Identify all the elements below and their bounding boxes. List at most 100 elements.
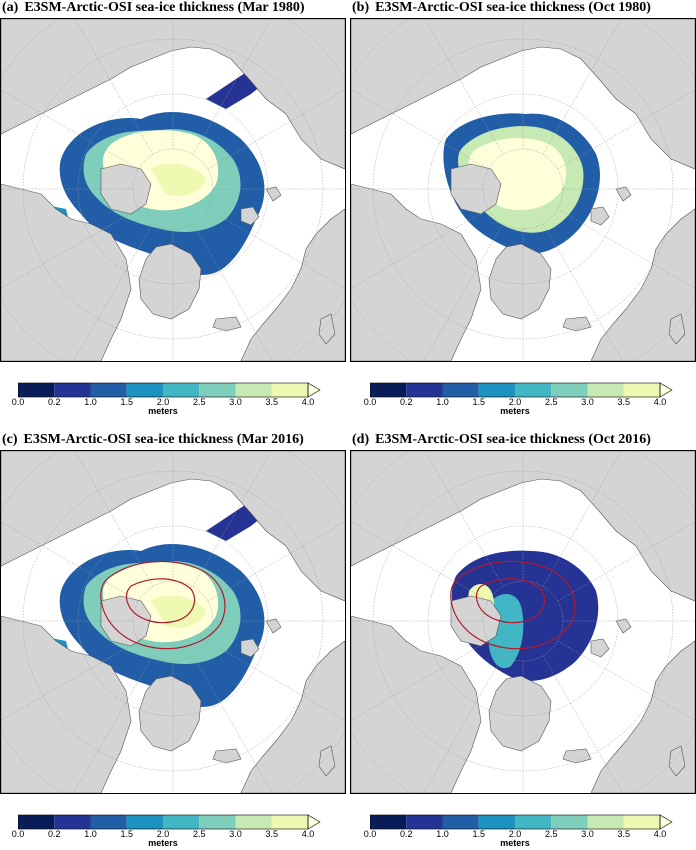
panel-c-label: (c) [2,432,18,447]
colorbar-bottom-left: 0.0 0.2 1.0 1.5 2.0 2.5 3.0 3.5 4.0 meters [12,814,328,850]
landmass-5 [240,638,260,658]
meridian-210 [351,521,489,602]
panel-d-title-text: E3SM-Arctic-OSI sea-ice thickness (Oct 2… [375,432,651,447]
landmass-0 [1,451,345,602]
meridian-150 [1,640,139,721]
colorbar-tick-label: 0.0 [363,829,377,839]
landmass-5 [590,638,610,658]
latitude-circle-2 [372,38,674,340]
colorbar-segment-0 [370,383,407,397]
meridian-150 [1,208,139,289]
landmasses [351,19,695,361]
colorbar-segment-6 [235,815,272,829]
colorbar-unit-label: meters [500,406,530,416]
colorbar-tick-label: 0.0 [11,829,25,839]
landmass-3 [1,615,132,793]
colorbar-segment-3 [478,815,515,829]
landmass-3 [1,183,132,361]
colorbar-segment-1 [54,815,91,829]
colorbar-bottom-right: 0.0 0.2 1.0 1.5 2.0 2.5 3.0 3.5 4.0 meters [364,814,680,850]
colorbar-segment-1 [54,383,91,397]
colorbar-tick-label: 2.0 [156,397,170,407]
colorbar-tick-label: 3.0 [229,829,242,839]
colorbar-unit-label: meters [148,406,178,416]
panel-d-title: (d) E3SM-Arctic-OSI sea-ice thickness (Oc… [352,432,651,448]
meridian-120 [73,655,154,793]
meridian-330 [557,521,695,602]
colorbar-segment-1 [406,383,443,397]
colorbar-outline [18,814,309,830]
colorbar-segment-6 [587,815,624,829]
meridian-330 [207,89,345,170]
colorbar-tick-label: 4.0 [653,829,667,839]
colorbar-tick-label: 2.5 [192,829,206,839]
landmass-6 [265,186,282,202]
panel-b-title: (b) E3SM-Arctic-OSI sea-ice thickness (Oc… [352,0,651,16]
colorbar-segment-6 [235,383,272,397]
meridian-60 [192,223,273,361]
meridian-240 [424,451,504,587]
colorbar-tick-label: 4.0 [653,397,667,407]
colorbar-tick-label: 3.0 [581,397,594,407]
landmass-1 [590,640,695,793]
map-panel-b [350,18,696,362]
map-panel-d [350,450,696,794]
colorbar-tick-label: 2.0 [508,397,522,407]
colorbar-svg [18,382,321,398]
landmass-0 [1,19,345,170]
map-svg [351,19,695,361]
colorbar-tick-label: 2.0 [156,829,170,839]
colorbar-tick-label: 1.5 [472,829,486,839]
colorbar-segment-5 [199,815,236,829]
landmass-8 [668,745,686,777]
colorbar-segment-0 [18,815,55,829]
colorbar-segment-2 [90,383,127,397]
colorbar-tick-label: 3.5 [617,829,631,839]
colorbar-segment-5 [199,383,236,397]
thickness-contour-inner [125,578,196,624]
colorbar-tick-label: 3.0 [229,397,242,407]
meridian-240 [74,451,154,587]
colorbar-tick-label: 1.0 [84,397,97,407]
map-svg [1,19,345,361]
colorbar-segment-5 [551,815,588,829]
graticule [351,19,695,361]
colorbar-segment-5 [551,383,588,397]
map-panel-a [0,18,346,362]
colorbar-extend-arrow [307,814,321,830]
meridian-330 [207,521,345,602]
latitude-circle-2 [22,38,324,340]
map-svg [351,451,695,793]
colorbar-tick-label: 0.0 [11,397,25,407]
meridian-60 [192,655,273,793]
colorbar-segment-3 [126,815,163,829]
landmass-2 [138,243,202,320]
meridian-30 [207,208,345,289]
panel-d-label: (d) [352,432,370,447]
landmasses [351,451,695,793]
colorbar-tick-label: 4.0 [301,829,315,839]
colorbar-tick-label: 0.0 [363,397,377,407]
colorbar-top-left: 0.0 0.2 1.0 1.5 2.0 2.5 3.0 3.5 4.0 meters [12,382,328,422]
map-panel-c [0,450,346,794]
colorbar-segment-0 [370,815,407,829]
panel-a-title-text: E3SM-Arctic-OSI sea-ice thickness (Mar 1… [24,0,305,15]
landmass-5 [590,206,610,226]
colorbar-segment-4 [163,815,200,829]
colorbar-tick-label: 1.0 [436,397,449,407]
colorbar-outline [370,382,661,398]
panel-a-label: (a) [2,0,19,15]
meridian-120 [423,655,504,793]
landmass-1 [240,640,345,793]
meridian-30 [557,640,695,721]
colorbar-svg [370,814,673,830]
landmass-7 [212,748,242,764]
colorbar-tick-label: 1.5 [472,397,486,407]
colorbar-tick-label: 0.2 [47,829,61,839]
meridian-30 [557,208,695,289]
colorbar-segment-7 [271,815,308,829]
meridian-300 [542,19,622,155]
colorbar-tick-label: 0.2 [399,397,413,407]
colorbar-tick-label: 3.5 [265,397,279,407]
colorbar-tick-label: 4.0 [301,397,315,407]
